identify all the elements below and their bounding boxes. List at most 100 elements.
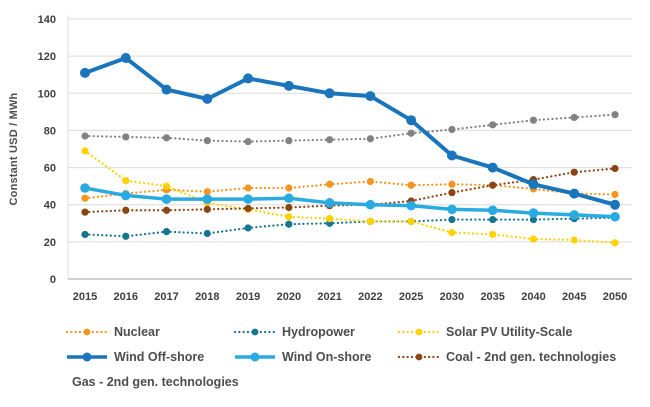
y-tick-label: 40 bbox=[44, 200, 56, 212]
series-line-hydropower bbox=[83, 216, 617, 238]
series-marker-coal-2nd-gen-technologies bbox=[489, 181, 497, 189]
series-marker-solar-pv-utility-scale bbox=[529, 235, 538, 243]
series-marker-wind-off-shore bbox=[80, 67, 90, 78]
x-tick-label: 2040 bbox=[521, 291, 545, 303]
series-marker-solar-pv-utility-scale bbox=[570, 236, 578, 244]
x-tick-label: 2021 bbox=[317, 291, 341, 303]
legend-item-nuclear: Nuclear bbox=[66, 322, 234, 341]
series-marker-wind-off-shore bbox=[528, 179, 539, 190]
y-tick-label: 20 bbox=[44, 237, 56, 249]
series-marker-hydropower bbox=[122, 232, 130, 240]
legend-item-hydropower: Hydropower bbox=[234, 322, 398, 341]
legend-label-wind-on-shore: Wind On-shore bbox=[282, 349, 372, 364]
series-marker-wind-off-shore bbox=[243, 73, 254, 84]
x-tick-label: 2022 bbox=[358, 291, 382, 303]
y-tick-label: 120 bbox=[38, 51, 56, 63]
series-marker-wind-off-shore bbox=[487, 162, 498, 173]
series-marker-solar-pv-utility-scale bbox=[611, 239, 619, 247]
series-marker-coal-2nd-gen-technologies bbox=[203, 205, 211, 213]
series-marker-hydropower bbox=[203, 229, 211, 238]
series-marker-nuclear bbox=[203, 188, 211, 196]
x-tick-label: 2050 bbox=[603, 291, 627, 303]
series-marker-solar-pv-utility-scale bbox=[489, 230, 497, 239]
series-marker-wind-off-shore bbox=[120, 53, 131, 63]
series-line-wind-on-shore bbox=[84, 186, 616, 219]
series-marker-hydropower bbox=[448, 215, 456, 224]
series-marker-wind-on-shore bbox=[447, 204, 457, 215]
series-marker-wind-on-shore bbox=[324, 198, 335, 208]
y-tick-label: 60 bbox=[44, 163, 56, 175]
y-tick-label: 140 bbox=[38, 14, 56, 26]
series-marker-wind-on-shore bbox=[161, 194, 172, 204]
legend-marker-icon bbox=[67, 352, 107, 361]
x-tick-label: 2025 bbox=[399, 291, 423, 303]
series-marker-wind-on-shore bbox=[406, 200, 416, 211]
y-tick-label: 100 bbox=[38, 88, 56, 100]
chart-legend: Nuclear Hydropower Solar PV Utility-Scale W… bbox=[66, 322, 650, 391]
series-marker-hydropower bbox=[244, 224, 252, 232]
series-marker-wind-off-shore bbox=[283, 80, 294, 91]
legend-item-wind-on-shore: Wind On-shore bbox=[234, 347, 398, 366]
series-marker-nuclear bbox=[326, 180, 334, 188]
series-marker-coal-2nd-gen-technologies bbox=[122, 206, 130, 214]
series-line-solar-pv-utility-scale bbox=[83, 149, 617, 244]
series-marker-wind-off-shore bbox=[610, 199, 620, 210]
series-marker-coal-2nd-gen-technologies bbox=[570, 168, 578, 176]
legend-item-gas-2nd-gen-technologies: Gas - 2nd gen. technologies bbox=[66, 372, 239, 391]
series-line-wind-off-shore bbox=[84, 55, 616, 207]
series-marker-wind-off-shore bbox=[406, 115, 417, 126]
series-marker-solar-pv-utility-scale bbox=[122, 176, 130, 185]
series-marker-wind-on-shore bbox=[80, 183, 90, 193]
series-marker-gas-2nd-gen-technologies bbox=[448, 125, 456, 134]
series-marker-gas-2nd-gen-technologies bbox=[529, 116, 538, 124]
series-marker-hydropower bbox=[529, 215, 538, 224]
x-tick-label: 2018 bbox=[195, 291, 219, 303]
chart-plot-area: Constant USD / MWh 0 20 40 60 80 100 120 140 201… bbox=[8, 14, 632, 303]
series-marker-nuclear bbox=[81, 194, 89, 202]
series-marker-hydropower bbox=[81, 230, 89, 239]
series-marker-wind-on-shore bbox=[528, 208, 539, 218]
series-marker-solar-pv-utility-scale bbox=[448, 228, 456, 237]
series-marker-coal-2nd-gen-technologies bbox=[244, 204, 252, 213]
x-tick-label: 2017 bbox=[154, 291, 178, 303]
series-marker-nuclear bbox=[366, 177, 374, 186]
series-marker-gas-2nd-gen-technologies bbox=[407, 129, 415, 137]
y-tick-label: 0 bbox=[50, 274, 56, 286]
legend-item-wind-off-shore: Wind Off-shore bbox=[66, 347, 234, 366]
series-marker-solar-pv-utility-scale bbox=[366, 217, 374, 226]
series-marker-wind-off-shore bbox=[365, 91, 376, 102]
series-marker-gas-2nd-gen-technologies bbox=[366, 135, 374, 143]
x-tick-label: 2019 bbox=[236, 291, 260, 303]
x-tick-label: 2016 bbox=[114, 291, 138, 303]
legend-label-wind-off-shore: Wind Off-shore bbox=[114, 349, 205, 364]
series-marker-gas-2nd-gen-technologies bbox=[244, 137, 252, 146]
y-tick-label: 80 bbox=[44, 125, 56, 137]
series-marker-wind-on-shore bbox=[120, 190, 131, 201]
series-marker-gas-2nd-gen-technologies bbox=[122, 133, 130, 141]
series-marker-solar-pv-utility-scale bbox=[81, 147, 89, 155]
series-marker-gas-2nd-gen-technologies bbox=[162, 134, 171, 142]
legend-label-gas-2nd-gen-technologies: Gas - 2nd gen. technologies bbox=[72, 374, 239, 389]
series-marker-gas-2nd-gen-technologies bbox=[326, 136, 334, 144]
series-marker-nuclear bbox=[244, 184, 252, 192]
series-marker-solar-pv-utility-scale bbox=[407, 217, 415, 226]
series-line-nuclear bbox=[83, 180, 617, 200]
series-marker-coal-2nd-gen-technologies bbox=[448, 189, 456, 197]
series-marker-gas-2nd-gen-technologies bbox=[81, 132, 89, 140]
series-marker-gas-2nd-gen-technologies bbox=[285, 137, 293, 145]
x-tick-label: 2035 bbox=[480, 291, 504, 303]
legend-label-hydropower: Hydropower bbox=[282, 324, 355, 339]
series-marker-wind-on-shore bbox=[569, 210, 580, 220]
legend-marker-icon bbox=[398, 353, 440, 360]
series-marker-hydropower bbox=[162, 228, 171, 236]
x-tick-label: 2020 bbox=[277, 291, 301, 303]
series-marker-wind-off-shore bbox=[324, 88, 335, 99]
series-marker-coal-2nd-gen-technologies bbox=[285, 203, 293, 212]
series-marker-gas-2nd-gen-technologies bbox=[489, 121, 497, 129]
series-marker-wind-on-shore bbox=[202, 194, 213, 204]
series-marker-coal-2nd-gen-technologies bbox=[162, 206, 171, 214]
series-marker-solar-pv-utility-scale bbox=[162, 182, 171, 190]
legend-item-solar-pv-utility-scale: Solar PV Utility-Scale bbox=[398, 322, 650, 341]
